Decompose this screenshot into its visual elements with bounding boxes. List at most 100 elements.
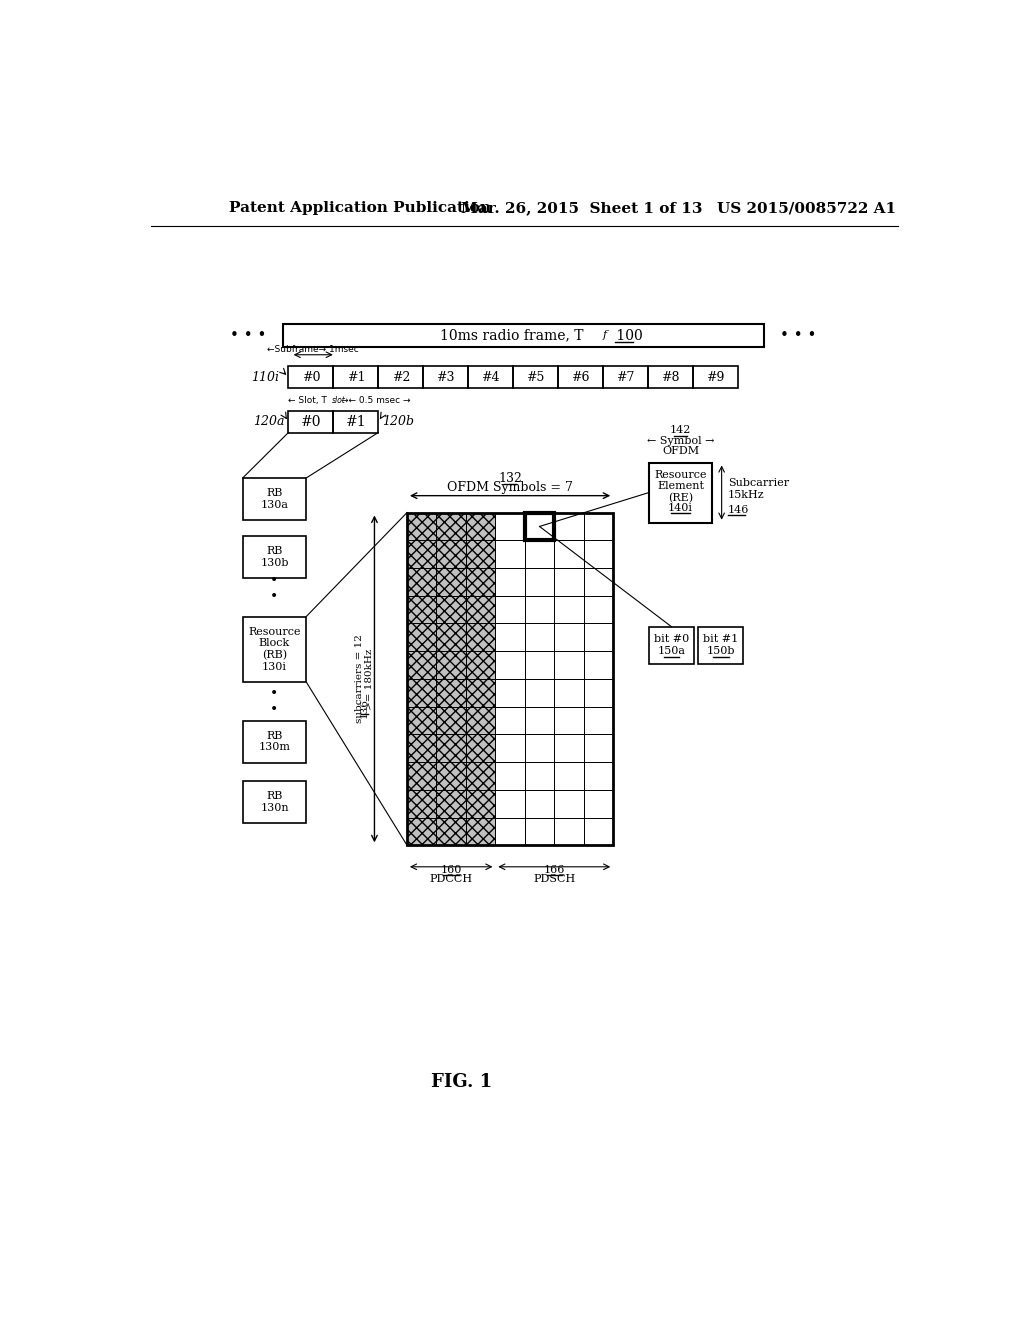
Text: 120b: 120b <box>382 416 414 428</box>
Bar <box>466 568 496 595</box>
Text: →← 0.5 msec →: →← 0.5 msec → <box>341 396 411 405</box>
Bar <box>524 512 554 540</box>
Bar <box>378 367 423 388</box>
Bar <box>243 780 306 822</box>
Bar <box>649 462 713 523</box>
Text: ← Symbol →: ← Symbol → <box>647 436 715 446</box>
Bar <box>243 536 306 578</box>
Bar <box>466 512 496 540</box>
Bar <box>554 512 584 540</box>
Text: 146: 146 <box>728 504 750 515</box>
Text: #3: #3 <box>436 371 455 384</box>
Bar <box>524 540 554 568</box>
Bar <box>603 367 648 388</box>
Bar <box>649 627 693 664</box>
Bar <box>436 595 466 623</box>
Bar <box>407 512 436 540</box>
Bar <box>496 817 525 845</box>
Bar <box>466 762 496 789</box>
Bar <box>407 817 436 845</box>
Bar <box>524 568 554 595</box>
Bar <box>584 623 613 651</box>
Bar <box>554 595 584 623</box>
Bar <box>468 367 513 388</box>
Bar <box>407 678 436 706</box>
Bar <box>496 789 525 817</box>
Text: FIG. 1: FIG. 1 <box>431 1073 492 1092</box>
Bar <box>243 478 306 520</box>
Bar <box>524 762 554 789</box>
Bar <box>243 616 306 682</box>
Bar <box>436 568 466 595</box>
Bar <box>496 706 525 734</box>
Bar <box>554 623 584 651</box>
Bar <box>584 568 613 595</box>
Bar <box>584 540 613 568</box>
Bar <box>466 817 496 845</box>
Bar <box>496 540 525 568</box>
Bar <box>407 706 436 734</box>
Text: 100: 100 <box>612 329 643 342</box>
Bar <box>524 789 554 817</box>
Text: RB
130m: RB 130m <box>258 731 291 752</box>
Bar <box>524 706 554 734</box>
Bar <box>466 540 496 568</box>
Bar <box>496 762 525 789</box>
Text: 142: 142 <box>670 425 691 436</box>
Bar <box>648 367 693 388</box>
Text: 120a: 120a <box>253 416 285 428</box>
Bar <box>584 651 613 678</box>
Bar <box>554 817 584 845</box>
Bar <box>407 568 436 595</box>
Bar <box>693 367 738 388</box>
Text: • • •: • • • <box>780 327 816 343</box>
Text: #5: #5 <box>526 371 545 384</box>
Bar <box>524 512 554 540</box>
Text: #2: #2 <box>391 371 410 384</box>
Bar <box>407 595 436 623</box>
Text: 136: 136 <box>359 698 369 718</box>
Bar <box>584 817 613 845</box>
Bar <box>554 651 584 678</box>
Text: 110i: 110i <box>251 371 280 384</box>
Bar <box>407 734 436 762</box>
Bar <box>407 762 436 789</box>
Text: RB
130b: RB 130b <box>260 546 289 568</box>
Text: RB
130a: RB 130a <box>260 488 289 510</box>
Bar <box>584 734 613 762</box>
Bar <box>554 706 584 734</box>
Text: bit #0: bit #0 <box>653 634 689 644</box>
Text: 10ms radio frame, T: 10ms radio frame, T <box>440 329 584 342</box>
Bar <box>436 789 466 817</box>
Bar <box>584 789 613 817</box>
Text: #8: #8 <box>662 371 680 384</box>
Text: Resource
Block
(RB)
130i: Resource Block (RB) 130i <box>248 627 301 672</box>
Bar <box>466 678 496 706</box>
Text: subcarriers = 12
>= 180kHz: subcarriers = 12 >= 180kHz <box>354 635 374 723</box>
Text: #7: #7 <box>616 371 635 384</box>
Bar <box>513 367 558 388</box>
Bar <box>436 651 466 678</box>
Bar <box>524 678 554 706</box>
Bar <box>554 734 584 762</box>
Bar <box>496 568 525 595</box>
Bar <box>584 512 613 540</box>
Bar <box>524 734 554 762</box>
Text: RB
130n: RB 130n <box>260 791 289 813</box>
Text: OFDM Symbols = 7: OFDM Symbols = 7 <box>447 482 573 495</box>
Text: 140i: 140i <box>668 503 693 513</box>
Bar <box>554 789 584 817</box>
Bar <box>554 678 584 706</box>
Bar <box>554 568 584 595</box>
Bar <box>466 734 496 762</box>
Bar <box>436 817 466 845</box>
Text: #0: #0 <box>302 371 321 384</box>
Bar <box>283 323 764 347</box>
Bar <box>466 651 496 678</box>
Bar <box>407 623 436 651</box>
Bar <box>436 512 466 540</box>
Text: 160: 160 <box>440 865 462 875</box>
Bar <box>466 623 496 651</box>
Text: #0: #0 <box>301 414 322 429</box>
Bar <box>436 623 466 651</box>
